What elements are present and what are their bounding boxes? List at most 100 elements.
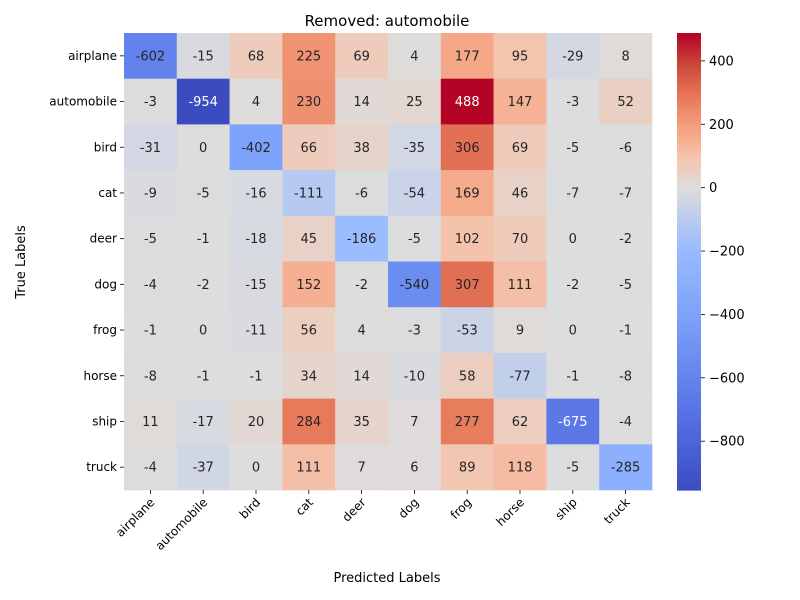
heatmap-cell-label: -54 [404, 186, 425, 201]
heatmap-cell [282, 124, 336, 171]
heatmap-cell-label: -6 [619, 141, 632, 156]
x-tick-label: airplane [113, 495, 157, 539]
heatmap-cell-label: -16 [245, 186, 266, 201]
heatmap-cell [229, 398, 283, 445]
colorbar-segment [677, 211, 701, 217]
heatmap-cell [493, 215, 547, 262]
heatmap-cell [546, 124, 600, 171]
heatmap-cell [282, 261, 336, 308]
colorbar-segment [677, 448, 701, 453]
colorbar-segment [677, 204, 701, 209]
colorbar-segment [677, 219, 701, 225]
colorbar-segment [677, 67, 701, 72]
colorbar-segment [677, 116, 701, 122]
colorbar-segment [677, 215, 701, 221]
heatmap-cell [440, 261, 494, 308]
colorbar: 400 200 0 −200 −400 −600 −800 [677, 33, 745, 491]
heatmap-cell [282, 78, 336, 125]
colorbar-segment [677, 105, 701, 110]
heatmap-cell [282, 307, 336, 354]
heatmap-cell-label: 284 [296, 415, 321, 430]
colorbar-segment [677, 390, 701, 396]
heatmap-cell [124, 352, 178, 399]
heatmap-cell-label: -3 [408, 324, 421, 339]
heatmap-cell [599, 307, 653, 354]
colorbar-segment [677, 269, 701, 274]
colorbar-segment [677, 101, 701, 106]
colorbar-segment [677, 109, 701, 114]
heatmap-cell-label: 118 [508, 461, 533, 476]
heatmap-cell-label: -1 [619, 324, 632, 339]
x-tick-label: bird [237, 495, 263, 521]
heatmap-cell-label: 177 [455, 49, 480, 64]
heatmap-cell [388, 352, 442, 399]
heatmap-cell [229, 78, 283, 125]
y-tick-label: automobile [49, 95, 117, 109]
y-tick-label: cat [98, 186, 117, 200]
heatmap-cell [388, 261, 442, 308]
colorbar-segment [677, 33, 701, 38]
heatmap-cell-label: -5 [566, 461, 579, 476]
colorbar-segment [677, 154, 701, 160]
colorbar-segment [677, 303, 701, 308]
colorbar-segment [677, 265, 701, 270]
heatmap-cell [176, 307, 230, 354]
colorbar-segment [677, 356, 701, 362]
heatmap-cell-label: 89 [459, 461, 476, 476]
heatmap-cell-label: -4 [144, 278, 157, 293]
colorbar-segment [677, 444, 701, 449]
colorbar-segment [677, 253, 701, 259]
heatmap-cell [176, 33, 230, 79]
colorbar-segment [677, 189, 701, 194]
heatmap-cell-label: -8 [619, 369, 632, 384]
heatmap-cell-label: 95 [512, 49, 529, 64]
colorbar-segment [677, 74, 701, 80]
heatmap-cell-label: -7 [566, 186, 579, 201]
heatmap-cell-label: -111 [294, 186, 324, 201]
heatmap-cell-label: 0 [199, 141, 207, 156]
heatmap-cell-label: 9 [516, 324, 524, 339]
y-tick-label: deer [90, 232, 117, 246]
heatmap-cell-label: -285 [611, 461, 641, 476]
heatmap-cell-label: 230 [296, 95, 321, 110]
x-axis-title: Predicted Labels [333, 571, 440, 586]
colorbar-segment [677, 314, 701, 320]
colorbar-segment [677, 470, 701, 476]
heatmap-cell [176, 78, 230, 125]
y-tick-label: bird [94, 140, 117, 154]
colorbar-tick-label: −400 [709, 308, 745, 323]
colorbar-segment [677, 451, 701, 457]
colorbar-segment [677, 44, 701, 49]
colorbar-segment [677, 143, 701, 148]
heatmap-cell [599, 215, 653, 262]
heatmap-cell [440, 170, 494, 217]
colorbar-segment [677, 86, 701, 91]
heatmap-cell-label: -2 [355, 278, 368, 293]
heatmap-cell-label: -5 [619, 278, 632, 293]
heatmap-cell-label: 46 [512, 186, 529, 201]
colorbar-segment [677, 311, 701, 316]
heatmap-cell-label: 14 [353, 95, 370, 110]
heatmap-cell [229, 124, 283, 171]
y-tick-label: horse [83, 369, 117, 383]
heatmap-cell-label: 6 [410, 461, 418, 476]
heatmap-cell [493, 444, 547, 491]
heatmap-cell [493, 398, 547, 445]
heatmap-cells [124, 33, 653, 491]
colorbar-segment [677, 132, 701, 137]
heatmap-cell [335, 261, 389, 308]
heatmap-cell-label: -3 [566, 95, 579, 110]
heatmap-cell-label: -5 [197, 186, 210, 201]
colorbar-segment [677, 93, 701, 99]
heatmap-cell-label: 0 [569, 232, 577, 247]
heatmap-cell [546, 170, 600, 217]
y-tick-label: airplane [68, 49, 117, 63]
heatmap-cell [546, 261, 600, 308]
x-tick-label: horse [494, 495, 528, 529]
heatmap-cell [176, 261, 230, 308]
colorbar-segment [677, 467, 701, 472]
heatmap-cell-label: -954 [188, 95, 218, 110]
heatmap-cell-label: 169 [455, 186, 480, 201]
heatmap-cell-label: -11 [245, 324, 266, 339]
heatmap-cell [335, 215, 389, 262]
